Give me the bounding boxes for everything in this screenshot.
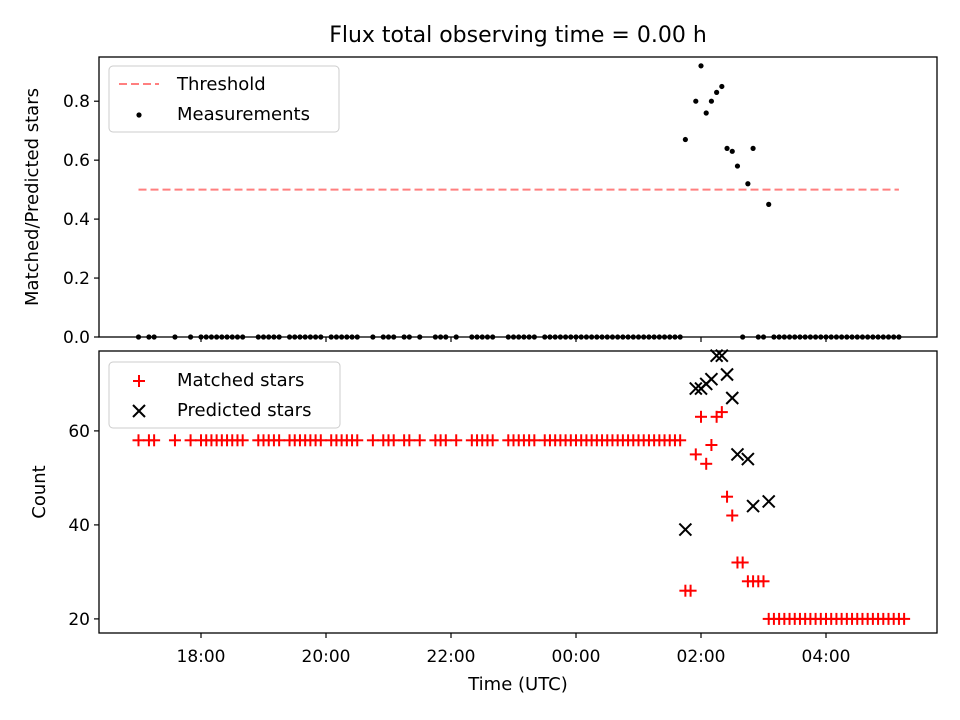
matched-star-point [528, 434, 541, 447]
bottom-y-tick-label: 40 [68, 516, 90, 536]
measurement-point [766, 201, 772, 207]
matched-star-point [351, 434, 364, 447]
matched-star-point [700, 457, 713, 470]
matched-star-point [439, 434, 452, 447]
matched-star-point [273, 434, 286, 447]
bottom-legend: Matched stars Predicted stars [108, 361, 341, 429]
bottom-y-tick-label: 20 [68, 610, 90, 630]
matched-star-point [898, 612, 911, 625]
matched-star-point [757, 575, 770, 588]
matched-star-point [148, 434, 161, 447]
predicted-star-point [715, 348, 729, 363]
top-y-tick-label: 0.6 [63, 151, 90, 171]
bottom-legend-box [108, 361, 341, 429]
bottom-x-tick-label: 20:00 [302, 647, 351, 667]
predicted-star-point [730, 447, 745, 462]
matched-star-point [132, 434, 145, 447]
measurement-point [724, 145, 730, 151]
top-y-tick-label: 0.0 [63, 328, 90, 348]
top-y-ticks: 0.0 0.2 0.4 0.6 0.8 [63, 92, 99, 348]
measurement-point [729, 148, 735, 154]
bottom-y-tick-label: 60 [68, 422, 90, 442]
predicted-star-point [725, 391, 739, 405]
matched-star-point [184, 434, 197, 447]
measurement-point [745, 181, 751, 187]
measurement-point [708, 98, 715, 104]
bottom-x-tick-label: 22:00 [427, 647, 476, 667]
top-legend: Threshold Measurements [108, 65, 340, 133]
legend-threshold-label: Threshold [176, 74, 266, 95]
measurement-point [719, 83, 725, 90]
legend-predicted-swatch [132, 404, 146, 418]
bottom-x-tick-label: 02:00 [677, 647, 726, 667]
bottom-panel: 20 40 60 Count 18:00 20:00 22:00 00:00 02:00 04… [29, 348, 938, 695]
top-plot-frame [98, 56, 938, 338]
matched-star-point [387, 434, 400, 447]
top-y-tick-label: 0.2 [63, 269, 90, 289]
measurement-point [682, 136, 688, 143]
bottom-x-axis-label: Time (UTC) [467, 674, 568, 695]
bottom-x-tick-label: 00:00 [552, 647, 601, 667]
predicted-star-point [720, 367, 734, 382]
count-points [132, 348, 911, 625]
bottom-x-ticks: 18:00 20:00 22:00 00:00 02:00 04:00 [177, 633, 851, 667]
matched-star-point [684, 584, 697, 597]
matched-star-point [366, 434, 379, 447]
matched-star-point [236, 434, 249, 447]
matched-star-point [403, 434, 416, 447]
matched-star-point [736, 556, 749, 569]
predicted-star-point [689, 381, 703, 396]
predicted-star-point [678, 522, 693, 537]
matched-star-point [689, 448, 702, 461]
legend-measurements-label: Measurements [177, 104, 310, 125]
legend-matched-label: Matched stars [177, 370, 304, 391]
matched-star-point [715, 406, 728, 419]
measurement-point [703, 110, 709, 116]
matched-star-point [314, 434, 327, 447]
matched-star-point [450, 434, 463, 447]
predicted-star-point [741, 452, 755, 466]
bottom-y-ticks: 20 40 60 [68, 422, 99, 630]
matched-star-point [486, 434, 499, 447]
measurement-point [693, 98, 699, 104]
predicted-star-point [762, 494, 776, 509]
matched-star-point [413, 434, 426, 447]
bottom-x-tick-label: 04:00 [802, 647, 851, 667]
top-y-axis-label: Matched/Predicted stars [22, 88, 43, 306]
predicted-star-point [746, 499, 760, 513]
matched-star-point [168, 434, 181, 447]
legend-measurements-swatch [136, 112, 142, 118]
legend-predicted-label: Predicted stars [177, 400, 311, 421]
chart-title: Flux total observing time = 0.00 h [329, 23, 707, 48]
measurement-point [698, 63, 704, 69]
predicted-star-point [709, 348, 724, 363]
top-panel: 0.00.20.40.60.8 Matched/Predicted stars … [22, 56, 938, 348]
measurement-point [734, 163, 741, 169]
matched-star-point [705, 439, 718, 451]
measurement-point [714, 89, 720, 95]
bottom-x-tick-label: 18:00 [177, 647, 226, 667]
matched-star-point [695, 410, 707, 423]
matched-star-point [674, 434, 687, 447]
bottom-y-axis-label: Count [29, 465, 50, 518]
bottom-plot-frame [98, 350, 938, 634]
top-y-tick-label: 0.8 [63, 92, 90, 112]
top-legend-box [108, 65, 340, 133]
predicted-star-point [704, 372, 719, 386]
matched-star-point [726, 509, 739, 522]
measurement-point [750, 145, 756, 151]
matched-star-point [721, 490, 734, 503]
top-y-tick-label: 0.4 [63, 210, 90, 230]
legend-matched-swatch [133, 375, 145, 387]
